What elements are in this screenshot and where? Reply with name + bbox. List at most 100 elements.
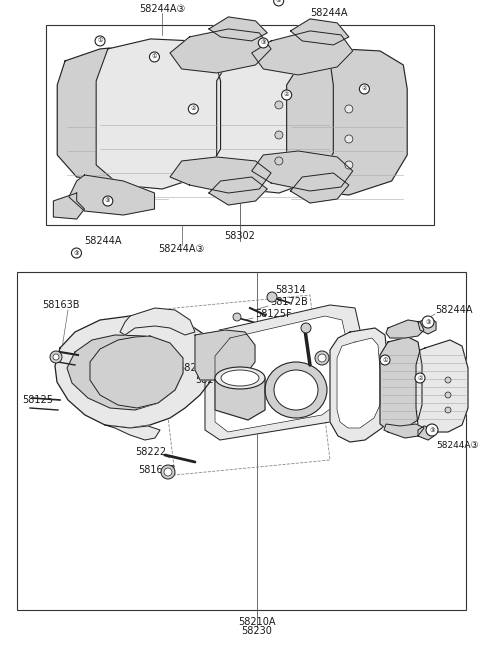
Text: 58244A: 58244A: [310, 8, 348, 18]
Text: 58125: 58125: [22, 395, 53, 405]
Circle shape: [445, 377, 451, 383]
Polygon shape: [215, 316, 346, 432]
Text: 58210A: 58210A: [238, 617, 276, 627]
Text: ①: ①: [152, 54, 157, 60]
Polygon shape: [120, 308, 195, 335]
Circle shape: [103, 196, 113, 206]
Circle shape: [188, 104, 198, 114]
Text: ③: ③: [429, 428, 435, 432]
Circle shape: [161, 465, 175, 479]
Circle shape: [267, 292, 277, 302]
Circle shape: [422, 316, 434, 328]
Circle shape: [50, 351, 62, 363]
Polygon shape: [287, 49, 407, 195]
Polygon shape: [57, 45, 170, 181]
Circle shape: [360, 84, 370, 94]
Polygon shape: [155, 295, 330, 475]
Text: 58244A: 58244A: [84, 236, 122, 246]
Polygon shape: [252, 31, 353, 75]
Polygon shape: [216, 43, 333, 193]
Bar: [46, 25, 434, 225]
Text: 58230: 58230: [241, 626, 272, 636]
Text: 58235B: 58235B: [178, 363, 216, 373]
Text: 58221: 58221: [310, 320, 341, 330]
Circle shape: [380, 355, 390, 365]
Polygon shape: [337, 338, 380, 428]
Text: ①: ①: [97, 39, 103, 43]
Bar: [17, 272, 466, 610]
Polygon shape: [69, 175, 155, 215]
Text: 58125F: 58125F: [255, 309, 292, 319]
Ellipse shape: [215, 367, 265, 389]
Text: 58302: 58302: [225, 231, 255, 241]
Circle shape: [345, 105, 353, 113]
Text: ③: ③: [276, 0, 281, 3]
Circle shape: [233, 313, 241, 321]
Ellipse shape: [274, 370, 318, 410]
Polygon shape: [290, 173, 349, 203]
Text: ③: ③: [261, 41, 266, 45]
Polygon shape: [330, 328, 388, 442]
Text: 58314: 58314: [275, 285, 306, 295]
Polygon shape: [252, 151, 353, 191]
Polygon shape: [170, 157, 271, 193]
Text: ②: ②: [191, 106, 196, 112]
Polygon shape: [170, 29, 271, 73]
Circle shape: [149, 52, 159, 62]
Text: 58233: 58233: [242, 390, 273, 400]
Polygon shape: [90, 336, 183, 408]
Polygon shape: [105, 425, 160, 440]
Circle shape: [275, 131, 283, 139]
Text: 58163B: 58163B: [42, 300, 80, 310]
Text: ②: ②: [361, 87, 367, 91]
Text: ②: ②: [284, 92, 289, 98]
Ellipse shape: [221, 370, 259, 386]
Polygon shape: [209, 177, 267, 205]
Polygon shape: [195, 330, 255, 380]
Text: 58244A③: 58244A③: [436, 440, 479, 449]
Circle shape: [72, 248, 82, 258]
Polygon shape: [209, 17, 267, 41]
Circle shape: [164, 468, 172, 476]
Text: 58164B: 58164B: [328, 345, 365, 355]
Text: 58222: 58222: [135, 447, 166, 457]
Polygon shape: [380, 337, 422, 430]
Circle shape: [315, 351, 329, 365]
Text: 58244A③: 58244A③: [158, 244, 205, 254]
Circle shape: [274, 0, 284, 6]
Circle shape: [95, 36, 105, 46]
Polygon shape: [205, 305, 360, 440]
Text: 58172B: 58172B: [270, 297, 308, 307]
Circle shape: [282, 90, 292, 100]
Polygon shape: [416, 340, 468, 432]
Polygon shape: [384, 424, 424, 438]
Polygon shape: [418, 426, 434, 440]
Circle shape: [301, 323, 311, 333]
Text: 58232: 58232: [195, 375, 226, 385]
Ellipse shape: [265, 362, 327, 418]
Polygon shape: [96, 39, 221, 189]
Text: 58244A③: 58244A③: [139, 4, 185, 14]
Polygon shape: [290, 19, 349, 45]
Circle shape: [345, 135, 353, 143]
Circle shape: [53, 354, 59, 360]
Polygon shape: [55, 316, 218, 428]
Circle shape: [426, 424, 438, 436]
Circle shape: [445, 407, 451, 413]
Polygon shape: [386, 320, 424, 338]
Text: ②: ②: [417, 375, 423, 380]
Text: ①: ①: [382, 358, 388, 363]
Text: ③: ③: [105, 199, 110, 203]
Text: 58164B: 58164B: [138, 465, 176, 475]
Circle shape: [345, 161, 353, 169]
Polygon shape: [418, 318, 436, 334]
Polygon shape: [67, 335, 183, 410]
Text: ③: ③: [425, 319, 431, 325]
Circle shape: [445, 392, 451, 398]
Polygon shape: [53, 193, 84, 219]
Polygon shape: [215, 370, 265, 420]
Text: ③: ③: [73, 251, 79, 256]
Circle shape: [275, 101, 283, 109]
Circle shape: [258, 38, 268, 48]
Circle shape: [415, 373, 425, 383]
